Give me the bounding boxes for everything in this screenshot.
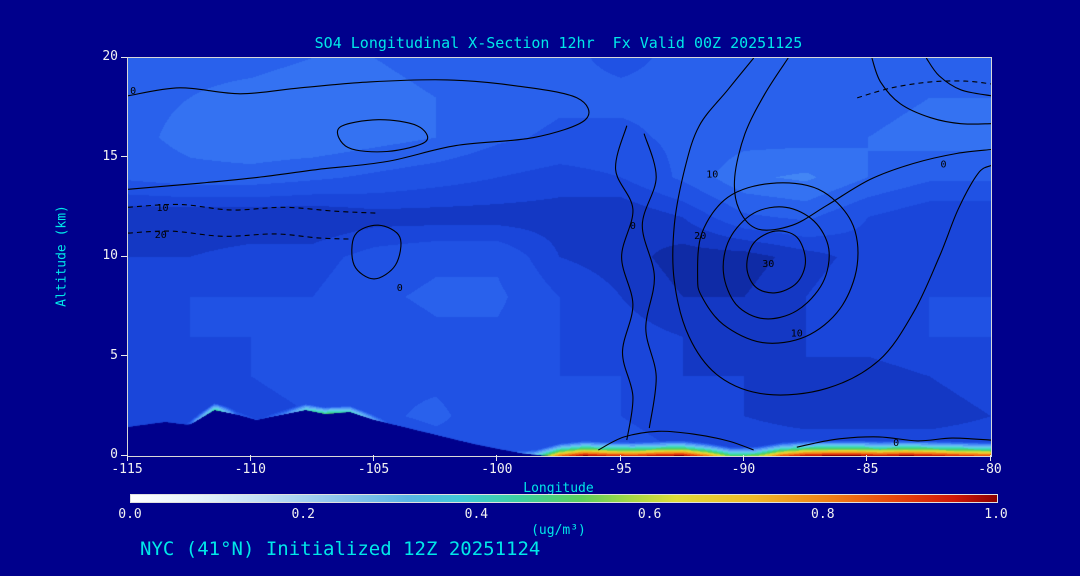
y-tick-label: 0 — [110, 447, 118, 462]
contour-line — [672, 58, 991, 396]
y-tick-label: 5 — [110, 347, 118, 363]
contour-line — [128, 79, 590, 190]
x-tick-label: -95 — [608, 462, 632, 477]
contour-label: 0 — [940, 160, 946, 171]
contour-line — [857, 80, 991, 99]
x-tick-label: -105 — [357, 462, 390, 477]
y-tick-label: 20 — [102, 49, 118, 64]
y-tick-mark — [121, 355, 127, 356]
contour-line — [128, 230, 353, 240]
colorbar-tick-label: 0.4 — [464, 507, 489, 522]
y-axis-title: Altitude (km) — [54, 205, 70, 307]
y-tick-mark — [121, 255, 127, 257]
contour-line — [697, 182, 859, 344]
contour-label: 0 — [630, 221, 636, 232]
filled-contour-field — [128, 58, 991, 456]
contour-label: 0 — [893, 438, 899, 449]
contour-line — [925, 58, 991, 97]
x-tick-mark — [866, 455, 868, 461]
x-tick-mark — [619, 455, 621, 461]
plot-area: 0 10 20 0 0 10 20 30 10 0 0 — [127, 57, 992, 457]
x-tick-label: -115 — [111, 462, 143, 477]
y-tick-mark — [121, 156, 127, 157]
contour-line — [615, 125, 634, 441]
contour-label: 10 — [706, 169, 718, 180]
contour-label: 10 — [156, 203, 168, 214]
contour-label: 10 — [791, 329, 803, 340]
x-tick-label: -80 — [978, 462, 1002, 477]
contour-line — [871, 58, 991, 125]
contour-line — [351, 224, 402, 280]
x-tick-label: -100 — [481, 462, 513, 477]
colorbar — [130, 494, 998, 503]
contour-line — [746, 230, 807, 294]
contour-line — [641, 133, 657, 429]
contour-label: 0 — [130, 86, 136, 97]
contour-label: 20 — [694, 231, 706, 242]
x-tick-mark — [373, 455, 375, 461]
colorbar-tick-label: 0.2 — [291, 507, 315, 522]
contour-line — [128, 203, 379, 214]
chart-title: SO4 Longitudinal X-Section 12hr Fx Valid… — [314, 34, 803, 52]
x-tick-mark — [496, 455, 498, 461]
y-tick-mark — [121, 454, 127, 456]
contour-line — [796, 436, 991, 448]
colorbar-units: (ug/m³) — [531, 523, 586, 538]
x-tick-mark — [249, 455, 251, 461]
contour-label: 30 — [762, 259, 774, 270]
colorbar-tick-label: 1.0 — [984, 507, 1008, 522]
contour-line — [598, 430, 754, 451]
x-tick-mark — [989, 455, 991, 461]
y-tick-label: 15 — [102, 148, 118, 164]
colorbar-tick-label: 0.8 — [811, 507, 835, 522]
x-tick-label: -85 — [854, 462, 879, 477]
caption: NYC (41°N) Initialized 12Z 20251124 — [140, 538, 541, 560]
contour-line — [336, 119, 429, 153]
contour-label: 0 — [397, 283, 403, 294]
contour-line — [733, 58, 991, 231]
colorbar-tick-label: 0.0 — [118, 507, 142, 522]
x-axis-title: Longitude — [523, 481, 594, 496]
x-tick-mark — [742, 455, 744, 461]
x-tick-label: -110 — [234, 462, 266, 477]
y-tick-mark — [121, 56, 127, 58]
x-tick-label: -90 — [731, 462, 756, 477]
contour-label: 20 — [155, 230, 167, 241]
contour-line — [722, 206, 830, 320]
y-tick-label: 10 — [102, 248, 118, 263]
contour-overlay: 0 10 20 0 0 10 20 30 10 0 0 — [128, 58, 991, 451]
x-tick-mark — [126, 455, 128, 461]
colorbar-tick-label: 0.6 — [637, 507, 662, 522]
